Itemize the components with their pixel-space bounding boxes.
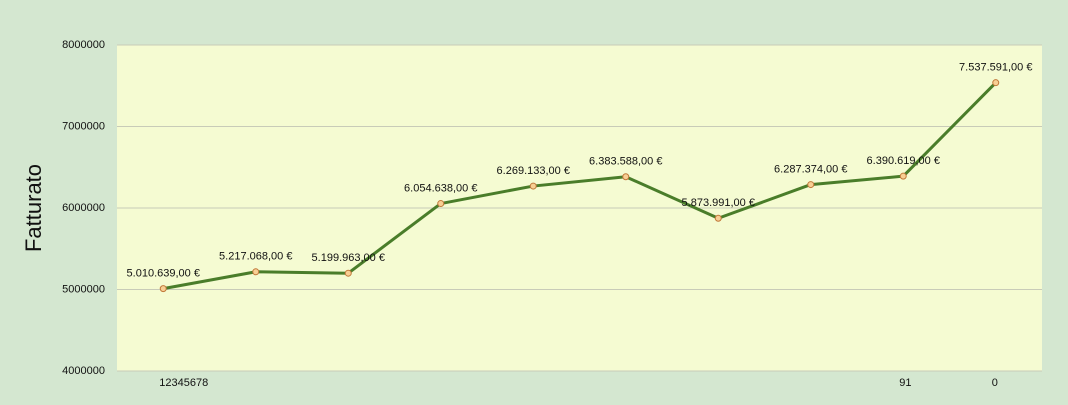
x-tick-label: 0 bbox=[992, 377, 998, 389]
data-label: 6.287.374,00 € bbox=[774, 163, 847, 175]
y-axis-label: Fatturato bbox=[21, 164, 46, 252]
point bbox=[807, 181, 815, 189]
point bbox=[344, 269, 352, 277]
data-label: 6.269.133,00 € bbox=[497, 165, 570, 177]
x-tick-label: 91 bbox=[899, 377, 911, 389]
point bbox=[437, 200, 445, 208]
point bbox=[714, 214, 722, 222]
point bbox=[899, 172, 907, 180]
data-label: 6.054.638,00 € bbox=[404, 182, 477, 194]
data-label: 6.390.619,00 € bbox=[867, 155, 940, 167]
point bbox=[622, 173, 630, 181]
point bbox=[159, 285, 167, 293]
data-label: 5.217.068,00 € bbox=[219, 251, 292, 263]
y-tick-label: 7000000 bbox=[62, 120, 105, 132]
data-label: 7.537.591,00 € bbox=[959, 62, 1032, 74]
data-label: 5.873.991,00 € bbox=[682, 197, 755, 209]
y-tick-label: 4000000 bbox=[62, 365, 105, 377]
y-tick-label: 8000000 bbox=[62, 39, 105, 51]
point bbox=[252, 268, 260, 276]
line bbox=[162, 81, 997, 291]
data-label: 6.383.588,00 € bbox=[589, 156, 662, 168]
x-tick-label: 12345678 bbox=[159, 377, 208, 389]
y-tick-label: 6000000 bbox=[62, 202, 105, 214]
y-tick-label: 5000000 bbox=[62, 283, 105, 295]
data-label: 5.010.639,00 € bbox=[127, 268, 200, 280]
point bbox=[529, 182, 537, 190]
data-label: 5.199.963,00 € bbox=[312, 252, 385, 264]
point bbox=[992, 79, 1000, 87]
